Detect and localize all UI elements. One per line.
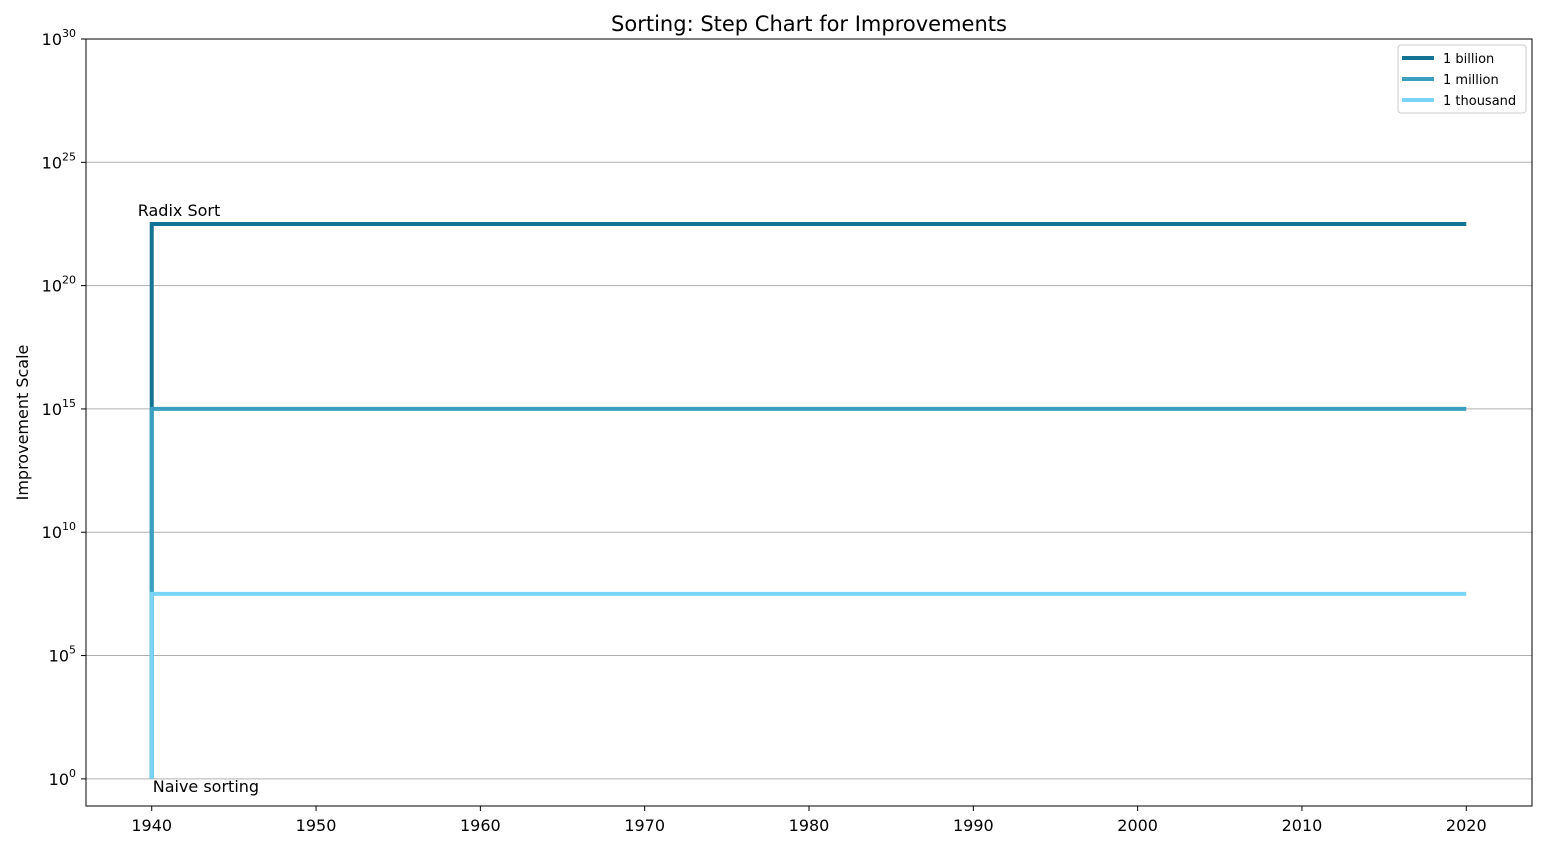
x-tick-label-3: 1970 [624,816,665,835]
legend-label-2: 1 thousand [1443,94,1516,109]
y-tick-label-5: 1025 [42,150,76,172]
annotations: Radix Sort Naive sorting [138,201,259,796]
legend-label-1: 1 million [1443,73,1499,88]
y-tick-label-3: 1015 [42,397,76,419]
x-tick-label-6: 2000 [1117,816,1158,835]
x-tick-label-7: 2010 [1282,816,1323,835]
x-tick-label-0: 1940 [131,816,172,835]
x-tick-label-4: 1980 [789,816,830,835]
y-axis-ticks: 100 105 1010 1015 1020 1025 1030 [42,27,86,789]
series-lines [149,221,1467,779]
chart-title: Sorting: Step Chart for Improvements [611,12,1007,36]
y-axis-label: Improvement Scale [13,345,32,501]
series-line-2 [149,591,1467,779]
x-tick-label-2: 1960 [460,816,501,835]
annotation-1: Naive sorting [153,777,259,796]
y-tick-label-6: 1030 [42,27,76,49]
annotation-0: Radix Sort [138,201,221,220]
x-tick-label-5: 1990 [953,816,994,835]
plot-frame [85,38,1533,807]
legend-label-0: 1 billion [1443,52,1494,67]
y-tick-label-1: 105 [49,644,76,666]
x-tick-label-1: 1950 [296,816,337,835]
x-tick-label-8: 2020 [1446,816,1487,835]
x-axis-ticks: 1940 1950 1960 1970 1980 1990 2000 2010 2020 [131,806,1487,835]
y-tick-label-0: 100 [49,767,76,789]
legend-box [1397,44,1527,114]
y-tick-label-2: 1010 [42,520,76,542]
series-line-0 [149,221,1467,779]
y-tick-label-4: 1020 [42,274,76,296]
legend: 1 billion 1 million 1 thousand [1397,44,1527,114]
